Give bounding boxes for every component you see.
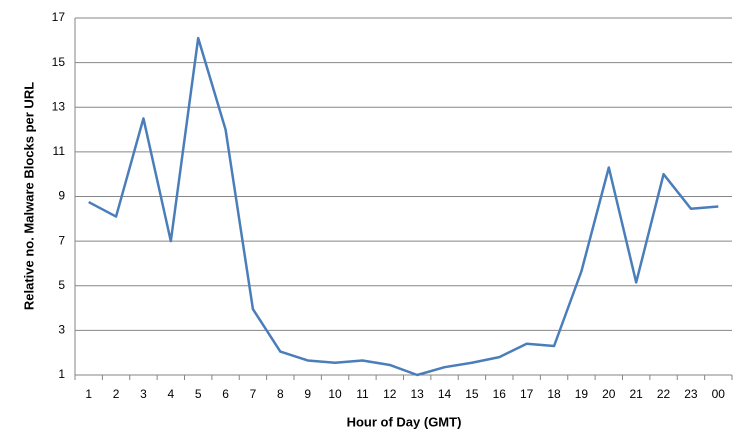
x-axis-title: Hour of Day (GMT)	[347, 414, 462, 429]
x-tick-label: 15	[465, 387, 479, 401]
x-tick-label: 11	[356, 387, 369, 401]
x-tick-label: 7	[250, 387, 257, 401]
x-tick-label: 20	[602, 387, 616, 401]
x-tick-label: 6	[222, 387, 229, 401]
y-tick-label: 17	[52, 10, 66, 24]
x-tick-label: 9	[304, 387, 311, 401]
y-tick-label: 5	[58, 278, 65, 292]
x-tick-label: 10	[328, 387, 342, 401]
y-tick-label: 13	[52, 99, 66, 113]
y-tick-label: 1	[58, 367, 65, 381]
x-tick-label: 19	[575, 387, 589, 401]
x-tick-label: 21	[630, 387, 644, 401]
x-tick-label: 17	[520, 387, 534, 401]
x-tick-label: 3	[140, 387, 147, 401]
y-tick-label: 11	[53, 144, 66, 158]
x-tick-label: 13	[411, 387, 425, 401]
y-tick-label: 7	[58, 233, 65, 247]
x-tick-label: 18	[547, 387, 561, 401]
x-tick-label: 5	[195, 387, 202, 401]
x-tick-label: 4	[167, 387, 174, 401]
x-tick-label: 23	[684, 387, 698, 401]
x-tick-label: 22	[657, 387, 671, 401]
x-tick-label: 2	[113, 387, 120, 401]
x-tick-label: 8	[277, 387, 284, 401]
x-tick-label: 1	[85, 387, 92, 401]
y-tick-label: 3	[58, 323, 65, 337]
y-axis-title: Relative no. Malware Blocks per URL	[21, 82, 36, 310]
y-tick-label: 15	[52, 55, 66, 69]
x-tick-label: 00	[712, 387, 726, 401]
y-tick-label: 9	[58, 189, 65, 203]
x-tick-label: 14	[438, 387, 452, 401]
x-tick-label: 12	[383, 387, 397, 401]
x-tick-label: 16	[493, 387, 507, 401]
data-line	[88, 36, 719, 377]
